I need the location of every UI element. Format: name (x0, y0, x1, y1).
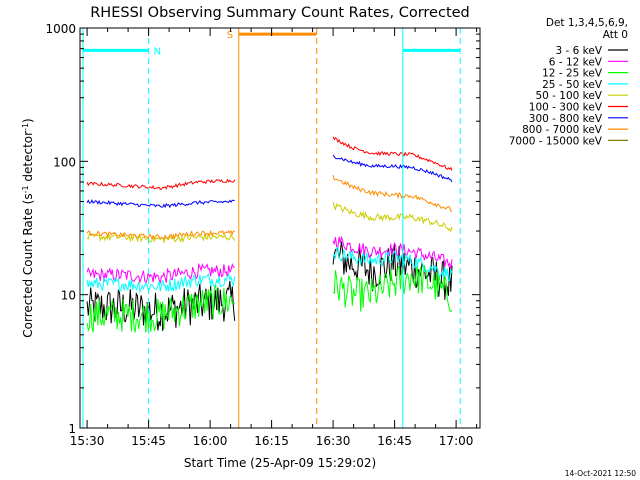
x-tick-label: 17:00 (439, 434, 474, 448)
x-tick-label: 16:00 (193, 434, 228, 448)
x-tick-label: 16:15 (254, 434, 289, 448)
flag-intervals: NS (82, 28, 461, 428)
legend-entry-label: 12 - 25 keV (542, 68, 603, 80)
flag-label: S (227, 30, 233, 41)
series-line (86, 229, 235, 241)
legend-entry-label: 300 - 800 keV (529, 113, 603, 125)
y-tick-label: 1 (68, 422, 76, 436)
series-line (332, 154, 453, 183)
legend-entry-label: 6 - 12 keV (549, 56, 603, 68)
series-line (332, 201, 453, 233)
x-tick-label: 16:30 (316, 434, 351, 448)
series-line (86, 272, 236, 294)
chart-title: RHESSI Observing Summary Count Rates, Co… (90, 5, 470, 21)
flag-label: N (154, 46, 161, 57)
series-line (86, 285, 235, 333)
series-line (332, 262, 453, 313)
legend-header-line-1: Det 1,3,4,5,6,9, (546, 17, 628, 29)
legend-header-line-2: Att 0 (603, 29, 628, 41)
legend-entry-label: 25 - 50 keV (542, 79, 603, 91)
y-tick-label: 100 (53, 155, 76, 169)
x-tick-label: 15:30 (70, 434, 105, 448)
y-tick-label: 10 (61, 289, 76, 303)
legend-entry-label: 800 - 7000 keV (522, 124, 603, 136)
series-line (332, 235, 453, 269)
series-line (86, 178, 236, 190)
y-axis-label: Corrected Count Rate (s-1 detector-1) (21, 118, 36, 337)
footer-timestamp: 14-Oct-2021 12:50 (565, 469, 636, 478)
x-axis-label: Start Time (25-Apr-09 15:29:02) (184, 456, 376, 470)
legend-entry-label: 50 - 100 keV (535, 90, 602, 102)
series-line (86, 198, 235, 209)
x-tick-label: 15:45 (131, 434, 166, 448)
series-line (332, 136, 453, 171)
series-line (332, 246, 453, 282)
plot-frame (79, 27, 481, 429)
y-tick-label: 1000 (45, 22, 76, 36)
series-line (86, 262, 235, 285)
plot-data (86, 136, 453, 333)
legend-entry-label: 7000 - 15000 keV (509, 135, 603, 147)
x-tick-label: 16:45 (377, 434, 412, 448)
axes: 15:30 15:45 16:00 16:15 16:30 16:45 17:00 1 10 10… (45, 22, 480, 448)
series-line (332, 174, 453, 212)
legend-entry-label: 3 - 6 keV (555, 45, 602, 57)
legend-entry-label: 100 - 300 keV (529, 102, 603, 114)
